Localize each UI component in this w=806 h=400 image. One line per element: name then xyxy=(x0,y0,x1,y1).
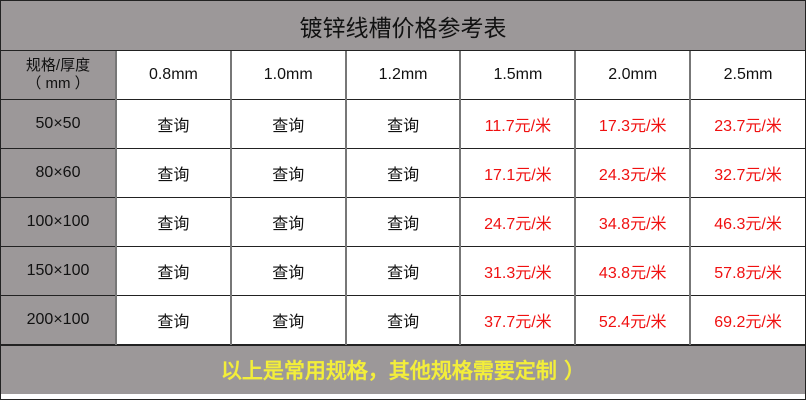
header-row: 规格/厚度（ mm ） 0.8mm 1.0mm 1.2mm 1.5mm 2.0mm 2.5m… xyxy=(1,51,805,100)
corner-line-1: 规格/厚度 xyxy=(25,57,91,74)
thickness-header: 1.5mm xyxy=(459,51,576,100)
price-cell: 31.3元/米 xyxy=(459,246,576,296)
table-row: 150×100 查询 查询 查询 31.3元/米 43.8元/米 57.8元/米 xyxy=(1,246,805,296)
size-cell: 80×60 xyxy=(1,148,117,198)
query-link[interactable]: 查询 xyxy=(115,295,232,345)
price-cell: 57.8元/米 xyxy=(689,246,805,296)
query-link[interactable]: 查询 xyxy=(115,197,232,247)
size-cell: 150×100 xyxy=(1,246,117,296)
price-cell: 32.7元/米 xyxy=(689,148,805,198)
query-link[interactable]: 查询 xyxy=(115,99,232,149)
price-cell: 24.7元/米 xyxy=(459,197,576,247)
footer-note: 以上是常用规格，其他规格需要定制 ） xyxy=(1,345,805,394)
price-cell: 17.3元/米 xyxy=(574,99,691,149)
price-cell: 11.7元/米 xyxy=(459,99,576,149)
thickness-header: 2.5mm xyxy=(689,51,805,100)
query-link[interactable]: 查询 xyxy=(344,246,461,296)
query-link[interactable]: 查询 xyxy=(229,148,347,198)
query-link[interactable]: 查询 xyxy=(229,246,347,296)
price-cell: 17.1元/米 xyxy=(459,148,576,198)
table-row: 100×100 查询 查询 查询 24.7元/米 34.8元/米 46.3元/米 xyxy=(1,197,805,247)
query-link[interactable]: 查询 xyxy=(229,197,347,247)
size-cell: 50×50 xyxy=(1,99,117,149)
size-cell: 100×100 xyxy=(1,197,117,247)
price-cell: 69.2元/米 xyxy=(689,295,805,345)
price-cell: 37.7元/米 xyxy=(459,295,576,345)
query-link[interactable]: 查询 xyxy=(344,197,461,247)
thickness-header: 1.2mm xyxy=(344,51,461,100)
query-link[interactable]: 查询 xyxy=(115,148,232,198)
table-title: 镀锌线槽价格参考表 xyxy=(1,1,805,51)
thickness-header: 0.8mm xyxy=(115,51,232,100)
thickness-header: 2.0mm xyxy=(574,51,691,100)
price-cell: 24.3元/米 xyxy=(574,148,691,198)
corner-line-2: （ mm ） xyxy=(26,75,90,92)
price-cell: 34.8元/米 xyxy=(574,197,691,247)
query-link[interactable]: 查询 xyxy=(229,99,347,149)
query-link[interactable]: 查询 xyxy=(344,148,461,198)
query-link[interactable]: 查询 xyxy=(229,295,347,345)
thickness-header: 1.0mm xyxy=(229,51,347,100)
table-row: 200×100 查询 查询 查询 37.7元/米 52.4元/米 69.2元/米 xyxy=(1,295,805,345)
price-cell: 23.7元/米 xyxy=(689,99,805,149)
price-table: 规格/厚度（ mm ） 0.8mm 1.0mm 1.2mm 1.5mm 2.0mm 2.5m… xyxy=(1,51,805,345)
query-link[interactable]: 查询 xyxy=(344,295,461,345)
query-link[interactable]: 查询 xyxy=(344,99,461,149)
size-cell: 200×100 xyxy=(1,295,117,345)
price-cell: 43.8元/米 xyxy=(574,246,691,296)
table-row: 80×60 查询 查询 查询 17.1元/米 24.3元/米 32.7元/米 xyxy=(1,148,805,198)
price-cell: 46.3元/米 xyxy=(689,197,805,247)
price-cell: 52.4元/米 xyxy=(574,295,691,345)
table-row: 50×50 查询 查询 查询 11.7元/米 17.3元/米 23.7元/米 xyxy=(1,99,805,149)
query-link[interactable]: 查询 xyxy=(115,246,232,296)
corner-header: 规格/厚度（ mm ） xyxy=(1,51,117,100)
